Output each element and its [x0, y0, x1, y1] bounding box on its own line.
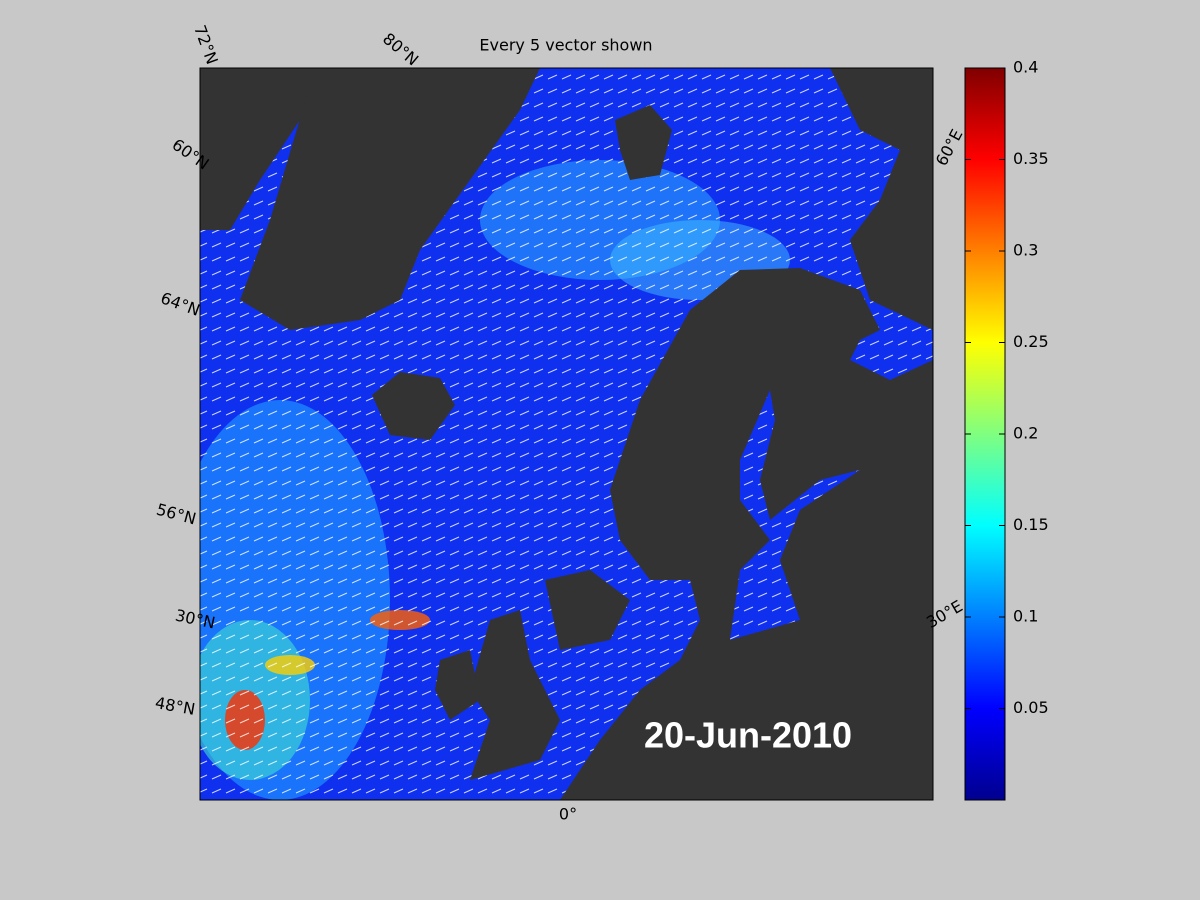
graticule-label: 60°E	[932, 126, 967, 169]
colorbar-tick-label: 0.4	[1013, 58, 1038, 77]
colorbar-ticks: 0.05 0.1 0.15 0.2 0.25 0.3 0.35 0.4	[965, 58, 1049, 717]
ireland	[435, 650, 480, 720]
greenland	[200, 68, 320, 230]
russia	[830, 68, 933, 330]
colorbar-tick-label: 0.15	[1013, 515, 1049, 534]
map: 20-Jun-2010	[200, 68, 933, 800]
graticule-label: 48°N	[154, 693, 197, 719]
colorbar-tick-label: 0.35	[1013, 149, 1049, 168]
svalbard	[615, 105, 672, 180]
colorbar-tick-label: 0.05	[1013, 698, 1049, 717]
graticule-label: 0°	[559, 805, 577, 824]
map-title: Every 5 vector shown	[479, 36, 652, 55]
date-label: 20-Jun-2010	[644, 715, 852, 756]
colorbar-tick-label: 0.25	[1013, 332, 1049, 351]
graticule-label: 72°N	[190, 22, 222, 66]
scandinavia-europe	[560, 268, 933, 800]
colorbar-tick-label: 0.2	[1013, 424, 1038, 443]
graticule-label: 64°N	[158, 288, 202, 320]
colorbar-tick-label: 0.3	[1013, 241, 1038, 260]
graticule-label: 56°N	[154, 500, 198, 529]
denmark	[545, 570, 630, 650]
colorbar	[964, 67, 1006, 801]
map-frame	[199, 67, 934, 801]
britain	[470, 610, 560, 780]
iceland	[372, 372, 455, 440]
graticule-label: 80°N	[379, 29, 422, 69]
colorbar-tick-label: 0.1	[1013, 607, 1038, 626]
greenland	[240, 68, 540, 330]
